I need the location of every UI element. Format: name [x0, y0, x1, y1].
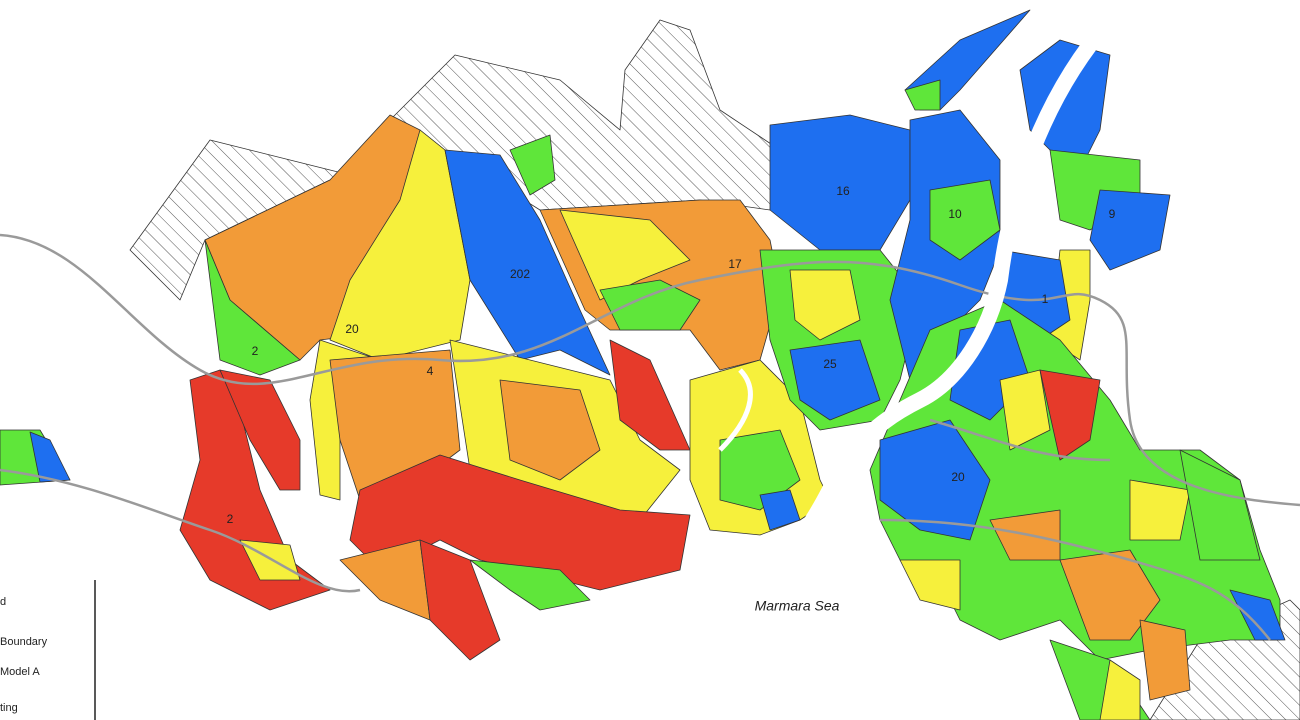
region-label: 16 — [836, 184, 850, 198]
golden-horn — [718, 368, 753, 452]
region-label: 2 — [252, 344, 259, 358]
region-label: 4 — [427, 364, 434, 378]
region-label: 25 — [823, 357, 837, 371]
region-label: 10 — [948, 207, 962, 221]
legend-item: Boundary — [0, 636, 48, 648]
region-label: 9 — [1109, 207, 1116, 221]
legend-item: d — [0, 596, 6, 608]
region-label: 202 — [510, 267, 530, 281]
bosphorus — [793, 14, 1117, 545]
roads — [0, 233, 1300, 641]
region-label: 17 — [728, 257, 742, 271]
region-label: 20 — [345, 322, 359, 336]
legend-item: Model A — [0, 666, 40, 678]
european-side-regions — [0, 114, 831, 661]
sea-label: Marmara Sea — [755, 598, 840, 614]
legend: d Boundary Model A ting — [0, 580, 96, 720]
region-label: 20 — [951, 470, 965, 484]
region-labels: 2 20 202 4 2 17 16 10 25 1 9 20 — [227, 184, 1116, 526]
region-label: 1 — [1042, 292, 1049, 306]
region-label: 2 — [227, 512, 234, 526]
legend-item: ting — [0, 702, 18, 714]
